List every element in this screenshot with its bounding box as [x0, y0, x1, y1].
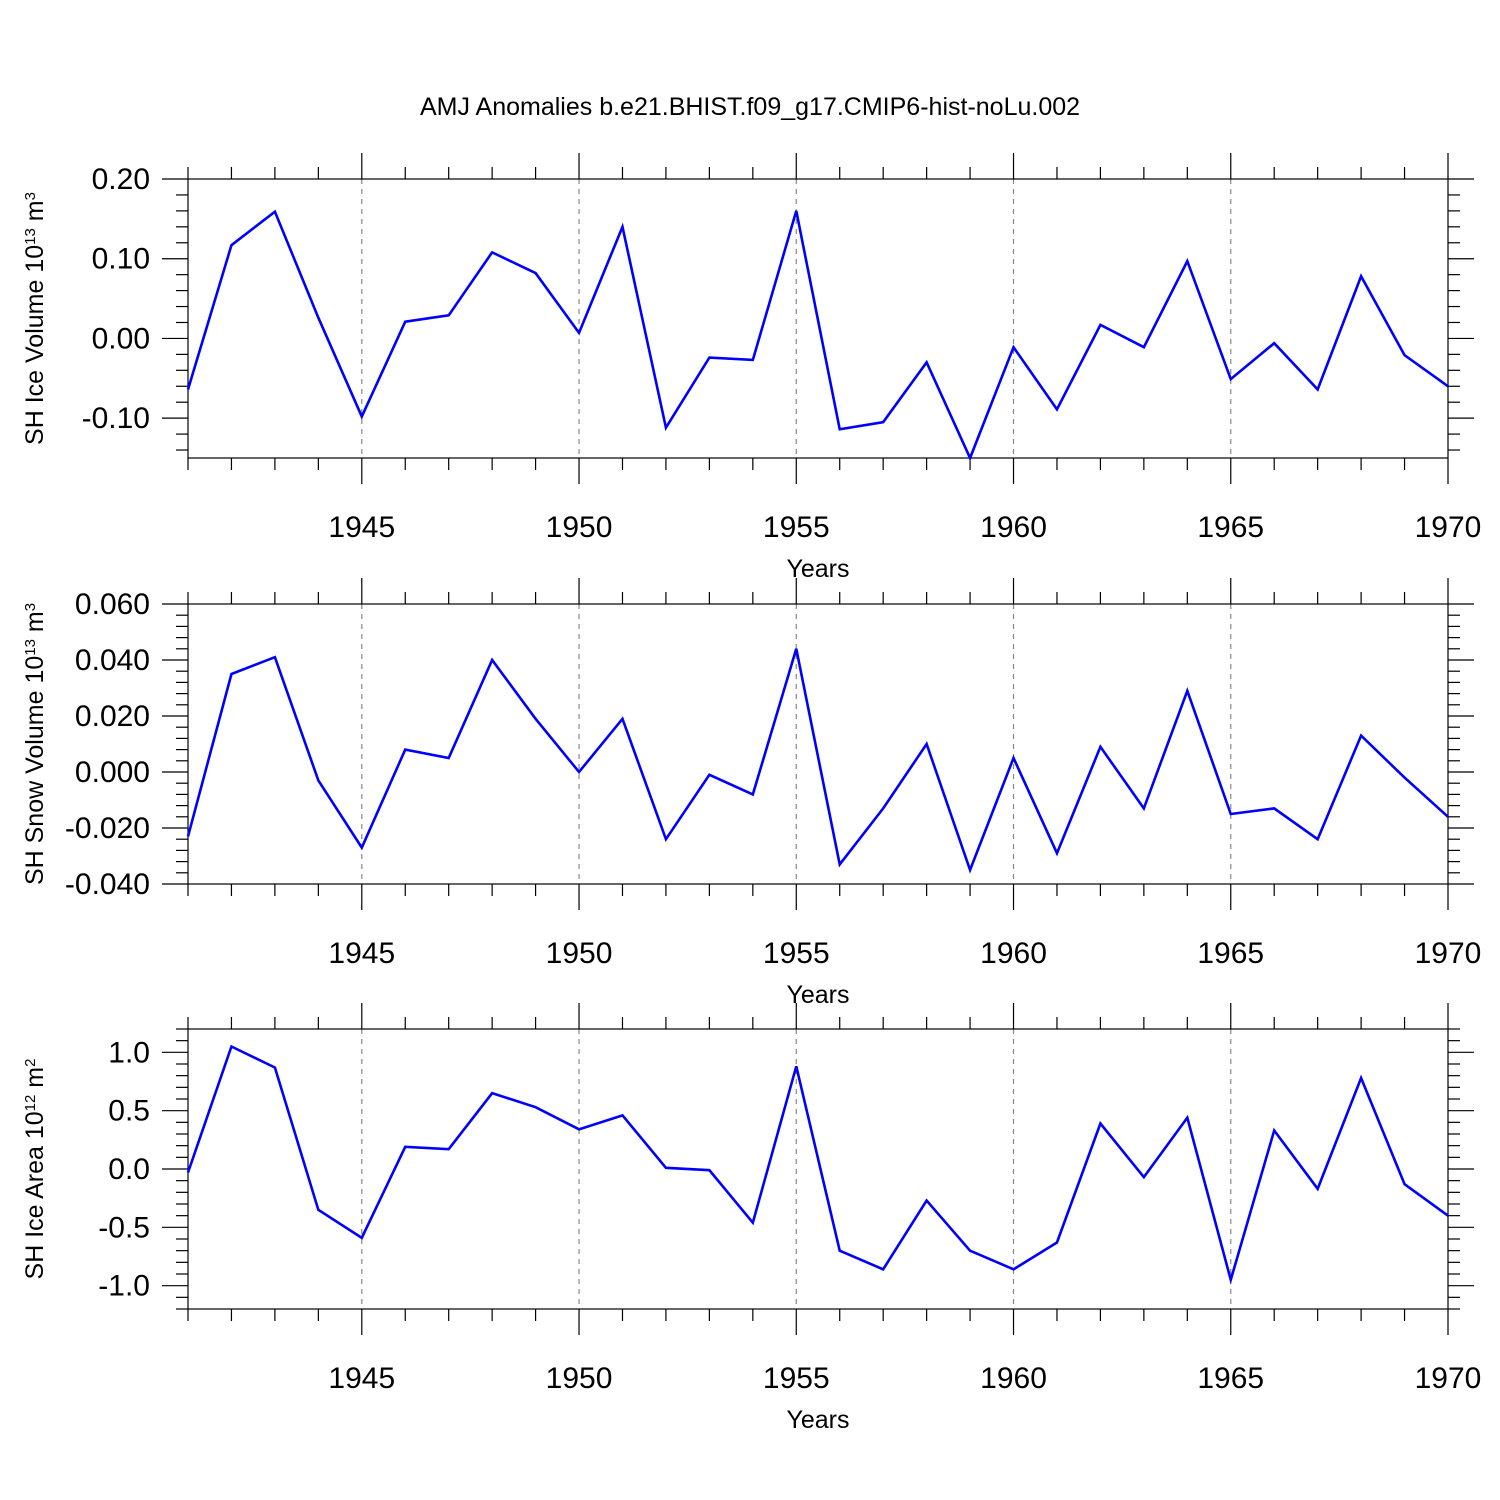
y-axis-title-unit-exponent: 3	[22, 192, 39, 200]
y-axis-title-unit-exponent: 3	[22, 603, 39, 611]
y-axis-title-unit: m	[21, 200, 49, 228]
chart-panel-2: 0.060 0.040 0.020 0.000 -0.020 -0.040 1945 1950…	[21, 578, 1481, 1009]
series-line	[186, 648, 1449, 874]
y-axis-title: SH Ice Area 1012 m2	[21, 1059, 49, 1280]
y-axis-title-exponent: 12	[22, 1095, 39, 1112]
y-tick-label: 0.20	[92, 163, 150, 196]
chart-panel-1: 0.20 0.10 0.00 -0.10 1945 1950 1955 1960 1965 197…	[21, 153, 1481, 583]
x-tick-label: 1960	[980, 937, 1047, 970]
x-tick-label: 1955	[763, 511, 830, 544]
plot-frame	[187, 1028, 1449, 1310]
y-axis-title-exponent: 13	[22, 228, 39, 245]
y-tick-label: 0.10	[92, 243, 150, 276]
x-tick-label: 1955	[763, 1362, 830, 1395]
plot-frame	[187, 178, 1449, 459]
x-tick-label: 1970	[1415, 511, 1482, 544]
y-tick-label: -0.5	[98, 1211, 150, 1244]
series-line	[186, 209, 1449, 462]
y-axis-title: SH Snow Volume 1013 m3	[21, 603, 49, 885]
x-tick-label: 1970	[1415, 937, 1482, 970]
x-tick-label: 1950	[546, 937, 613, 970]
x-tick-label: 1965	[1197, 937, 1264, 970]
y-tick-label: 0.0	[108, 1153, 150, 1186]
x-axis-title: Years	[786, 1406, 849, 1434]
y-axis-title-unit-exponent: 2	[22, 1059, 39, 1067]
y-axis-title-unit: m	[21, 1067, 49, 1095]
y-axis-title-main: SH Ice Volume 10	[21, 245, 49, 445]
y-tick-label: -1.0	[98, 1270, 150, 1303]
y-tick-label: 1.0	[108, 1036, 150, 1069]
x-axis-title: Years	[786, 981, 849, 1009]
y-tick-label: -0.040	[65, 868, 150, 901]
y-axis-title: SH Ice Volume 1013 m3	[21, 192, 49, 445]
x-tick-label: 1945	[328, 937, 395, 970]
chart-panel-3: 1.0 0.5 0.0 -0.5 -1.0 1945 1950 1955 1960 1965 197…	[21, 1003, 1481, 1434]
plot-frame	[187, 603, 1449, 885]
y-axis-title-exponent: 13	[22, 639, 39, 656]
x-tick-label: 1960	[980, 511, 1047, 544]
chart-title: AMJ Anomalies b.e21.BHIST.f09_g17.CMIP6-…	[420, 93, 1080, 121]
x-tick-label: 1945	[328, 511, 395, 544]
y-axis-title-unit: m	[21, 611, 49, 639]
y-axis-title-main: SH Snow Volume 10	[21, 656, 49, 885]
chart-panels: 0.20 0.10 0.00 -0.10 1945 1950 1955 1960 1965 197…	[21, 153, 1481, 1434]
y-tick-label: 0.00	[92, 322, 150, 355]
x-tick-label: 1950	[546, 511, 613, 544]
y-tick-label: 0.5	[108, 1095, 150, 1128]
x-tick-label: 1945	[328, 1362, 395, 1395]
y-axis-title-main: SH Ice Area 10	[21, 1111, 49, 1279]
x-tick-label: 1955	[763, 937, 830, 970]
x-axis-title: Years	[786, 555, 849, 583]
x-tick-label: 1965	[1197, 1362, 1264, 1395]
y-tick-label: -0.020	[65, 812, 150, 845]
y-tick-label: 0.000	[75, 756, 150, 789]
y-tick-label: -0.10	[82, 402, 150, 435]
series-line	[186, 1044, 1449, 1285]
y-tick-label: 0.020	[75, 700, 150, 733]
y-tick-label: 0.040	[75, 644, 150, 677]
x-tick-label: 1965	[1197, 511, 1264, 544]
x-tick-label: 1960	[980, 1362, 1047, 1395]
y-tick-label: 0.060	[75, 588, 150, 621]
x-tick-label: 1970	[1415, 1362, 1482, 1395]
x-tick-label: 1950	[546, 1362, 613, 1395]
